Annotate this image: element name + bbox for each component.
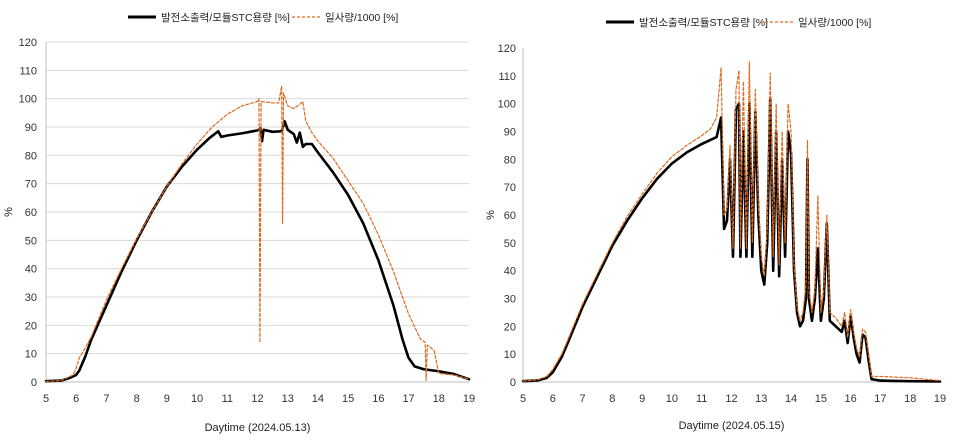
x-tick-label-1: 11 xyxy=(696,393,707,405)
y-tick-label-1: 40 xyxy=(504,266,516,278)
y-tick-label-0: 120 xyxy=(19,37,37,49)
x-tick-label-1: 17 xyxy=(874,393,886,405)
y-tick-label-1: 50 xyxy=(504,238,516,250)
x-tick-label-0: 12 xyxy=(251,393,263,405)
y-tick-label-1: 30 xyxy=(504,294,516,306)
x-tick-label-1: 13 xyxy=(755,393,767,405)
y-tick-label-1: 90 xyxy=(504,127,516,139)
x-tick-label-0: 18 xyxy=(433,393,445,405)
y-tick-label-0: 110 xyxy=(19,65,37,77)
x-tick-label-0: 13 xyxy=(282,393,294,405)
x-tick-label-0: 7 xyxy=(103,393,109,405)
x-axis-title-0: Daytime (2024.05.13) xyxy=(205,422,311,434)
y-tick-label-0: 100 xyxy=(19,94,37,106)
y-tick-label-0: 0 xyxy=(31,377,37,389)
y-tick-label-1: 70 xyxy=(504,182,516,194)
y-tick-label-1: 100 xyxy=(498,99,516,111)
x-tick-label-0: 17 xyxy=(402,393,414,405)
y-tick-label-1: 0 xyxy=(510,377,516,389)
x-tick-label-1: 8 xyxy=(609,393,615,405)
x-tick-label-1: 18 xyxy=(904,393,916,405)
y-tick-label-1: 80 xyxy=(504,154,516,166)
x-tick-label-1: 7 xyxy=(580,393,586,405)
series-line-0-1 xyxy=(45,85,470,383)
y-tick-label-0: 10 xyxy=(25,349,37,361)
y-tick-label-0: 20 xyxy=(25,320,37,332)
series-line-1-1 xyxy=(522,61,941,382)
x-tick-label-0: 15 xyxy=(342,393,354,405)
y-tick-label-0: 70 xyxy=(25,179,37,191)
x-tick-label-1: 9 xyxy=(639,393,645,405)
y-tick-label-0: 60 xyxy=(25,207,37,219)
x-tick-label-1: 12 xyxy=(725,393,737,405)
y-tick-label-1: 60 xyxy=(504,210,516,222)
series-line-1-0 xyxy=(521,96,942,383)
y-tick-label-0: 50 xyxy=(25,235,37,247)
y-tick-label-1: 110 xyxy=(498,71,516,83)
x-tick-label-1: 16 xyxy=(845,393,857,405)
y-tick-label-1: 120 xyxy=(498,43,516,55)
x-tick-label-0: 16 xyxy=(372,393,384,405)
x-tick-label-0: 14 xyxy=(312,393,324,405)
y-tick-label-0: 40 xyxy=(25,264,37,276)
x-tick-label-1: 19 xyxy=(934,393,946,405)
x-tick-label-1: 15 xyxy=(815,393,827,405)
x-tick-label-1: 5 xyxy=(520,393,526,405)
legend-label-1-1: 일사량/1000 [%] xyxy=(798,16,871,29)
x-tick-label-1: 6 xyxy=(550,393,556,405)
x-tick-label-0: 5 xyxy=(43,393,49,405)
y-axis-title-1: % xyxy=(485,210,497,220)
series-line-0-0 xyxy=(44,120,471,383)
x-tick-label-0: 6 xyxy=(73,393,79,405)
y-tick-label-0: 80 xyxy=(25,150,37,162)
legend-label-0-1: 일사량/1000 [%] xyxy=(325,11,398,24)
x-tick-label-0: 9 xyxy=(164,393,170,405)
x-tick-label-0: 19 xyxy=(463,393,475,405)
x-tick-label-0: 10 xyxy=(191,393,203,405)
y-tick-label-1: 20 xyxy=(504,321,516,333)
y-tick-label-0: 30 xyxy=(25,292,37,304)
x-tick-label-0: 8 xyxy=(134,393,140,405)
x-axis-title-1: Daytime (2024.05.15) xyxy=(679,420,785,432)
y-tick-label-1: 10 xyxy=(504,349,516,361)
legend-label-0-0: 발전소출력/모듈STC용량 [%] xyxy=(161,12,290,24)
y-axis-title-0: % xyxy=(3,207,15,217)
x-tick-label-1: 14 xyxy=(785,393,797,405)
y-tick-label-0: 90 xyxy=(25,122,37,134)
x-tick-label-1: 10 xyxy=(666,393,678,405)
legend-label-1-0: 발전소출력/모듈STC용량 [%] xyxy=(639,17,768,29)
x-tick-label-0: 11 xyxy=(222,393,233,405)
